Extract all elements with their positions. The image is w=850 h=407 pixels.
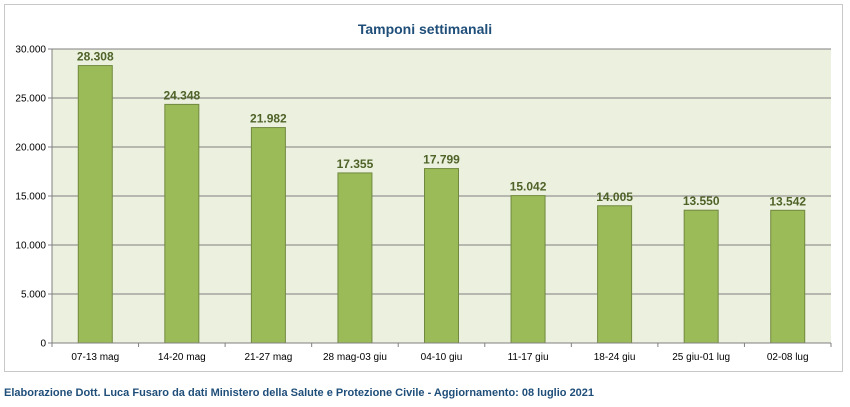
x-tick-label: 14-20 mag bbox=[158, 352, 206, 363]
bar bbox=[510, 195, 546, 344]
x-tick-label: 18-24 giu bbox=[594, 352, 636, 363]
data-label: 14.005 bbox=[596, 190, 633, 204]
x-tick-label: 21-27 mag bbox=[244, 352, 292, 363]
bar bbox=[337, 172, 373, 344]
bar bbox=[770, 209, 806, 344]
data-labels: 28.308 24.348 21.982 17.355 17.799 15.042 14.0… bbox=[77, 50, 806, 209]
data-label: 28.308 bbox=[77, 50, 114, 64]
chart-frame: Tamponi settimanali 0 5.000 10.000 15.000 20… bbox=[4, 4, 843, 372]
y-tick-label: 20.000 bbox=[15, 143, 46, 154]
y-tick-label: 10.000 bbox=[15, 241, 46, 252]
x-tick-label: 07-13 mag bbox=[71, 352, 119, 363]
y-tick-label: 5.000 bbox=[21, 290, 46, 301]
chart-title: Tamponi settimanali bbox=[358, 21, 492, 37]
bar bbox=[250, 127, 286, 344]
x-tick-label: 02-08 lug bbox=[767, 352, 809, 363]
bar bbox=[164, 103, 200, 344]
data-label: 17.355 bbox=[337, 157, 374, 171]
data-label: 17.799 bbox=[423, 153, 460, 167]
y-tick-label: 30.000 bbox=[15, 45, 46, 56]
y-tick-label: 15.000 bbox=[15, 192, 46, 203]
data-label: 15.042 bbox=[510, 180, 547, 194]
data-label: 24.348 bbox=[163, 88, 200, 102]
data-label: 13.550 bbox=[683, 194, 720, 208]
bar bbox=[77, 65, 113, 344]
x-axis-ticks: 07-13 mag 14-20 mag 21-27 mag 28 mag-03 giu… bbox=[51, 343, 832, 363]
data-label: 13.542 bbox=[769, 194, 806, 208]
x-tick-label: 11-17 giu bbox=[508, 352, 549, 363]
x-tick-label: 04-10 giu bbox=[421, 352, 463, 363]
y-axis-ticks: 0 5.000 10.000 15.000 20.000 25.000 30.000 bbox=[15, 45, 831, 350]
bar bbox=[683, 209, 719, 344]
y-tick-label: 25.000 bbox=[15, 94, 46, 105]
x-tick-label: 25 giu-01 lug bbox=[672, 352, 730, 363]
footer-note: Elaborazione Dott. Luca Fusaro da dati M… bbox=[4, 387, 595, 399]
x-tick-label: 28 mag-03 giu bbox=[323, 352, 387, 363]
data-label: 21.982 bbox=[250, 112, 287, 126]
bar bbox=[597, 205, 633, 344]
y-tick-label: 0 bbox=[40, 339, 46, 350]
bar bbox=[424, 168, 459, 344]
bar-chart: Tamponi settimanali 0 5.000 10.000 15.000 20… bbox=[15, 21, 832, 363]
